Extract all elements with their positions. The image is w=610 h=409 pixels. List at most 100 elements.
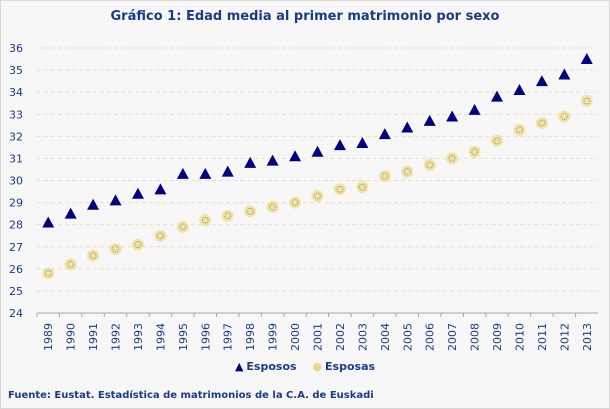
esposas-point	[199, 214, 212, 227]
x-tick-label: 1994	[154, 323, 167, 351]
esposos-point	[199, 167, 212, 179]
esposas-point-pattern	[269, 203, 277, 211]
esposas-point	[109, 242, 122, 255]
esposas-point	[378, 170, 391, 183]
esposas-point	[558, 110, 571, 123]
esposas-point	[333, 183, 346, 196]
esposas-point-pattern	[112, 245, 120, 253]
esposas-point	[513, 123, 526, 136]
esposos-point	[154, 183, 167, 195]
esposos-point	[176, 167, 189, 179]
esposas-point-pattern	[560, 112, 568, 120]
chart-plot: 24 25 26 27 28 29 30 31 32 33 34 35 36 1989 1990 1991 19…	[9, 42, 598, 351]
x-tick-label: 1989	[42, 323, 55, 351]
esposos-point	[356, 136, 369, 148]
esposos-point	[87, 198, 100, 210]
esposas-point	[131, 238, 144, 251]
x-tick-label: 1999	[267, 323, 280, 351]
esposos-point	[558, 68, 571, 80]
esposas-point-pattern	[426, 161, 434, 169]
esposas-point	[468, 145, 481, 158]
esposos-point	[64, 207, 77, 219]
esposas-point	[491, 134, 504, 147]
esposas-point-pattern	[201, 216, 209, 224]
x-tick-label: 2001	[312, 323, 325, 351]
esposas-point-pattern	[44, 269, 52, 277]
esposos-point	[401, 121, 414, 133]
chart-title: Gráfico 1: Edad media al primer matrimon…	[110, 9, 500, 24]
esposas-point-pattern	[471, 148, 479, 156]
esposas-point	[311, 189, 324, 202]
esposos-point	[580, 53, 593, 65]
x-tick-label: 1991	[87, 323, 100, 351]
x-tick-label: 2011	[536, 323, 549, 351]
x-tick-label: 2004	[379, 323, 392, 351]
y-tick-label: 29	[9, 197, 23, 210]
esposas-point-pattern	[67, 260, 75, 268]
esposas-point-pattern	[358, 183, 366, 191]
esposos-point	[42, 216, 55, 228]
esposos-point	[311, 145, 324, 157]
esposos-point	[513, 83, 526, 95]
x-tick-label: 2005	[401, 323, 414, 351]
x-tick-label: 2007	[446, 323, 459, 351]
esposas-point	[446, 152, 459, 165]
esposas-point-pattern	[224, 212, 232, 220]
esposas-point	[401, 165, 414, 178]
esposos-point	[131, 187, 144, 199]
esposos-point	[491, 90, 504, 102]
esposas-point	[176, 220, 189, 233]
y-tick-label: 26	[9, 263, 23, 276]
source-note: Fuente: Eustat. Estadística de matrimoni…	[8, 390, 374, 401]
esposas-point	[580, 95, 593, 107]
circle-icon: ●	[312, 360, 323, 373]
esposas-point	[423, 159, 436, 172]
y-tick-label: 36	[9, 42, 23, 55]
y-tick-label: 32	[9, 130, 23, 143]
esposos-point	[289, 150, 302, 162]
y-tick-label: 28	[9, 219, 23, 232]
esposos-point	[468, 103, 481, 115]
triangle-icon: ▲	[234, 360, 244, 373]
x-tick-label: 2013	[581, 323, 594, 351]
esposas-point-pattern	[336, 185, 344, 193]
x-tick-label: 1993	[132, 323, 145, 351]
legend-item-esposas: ● Esposas	[312, 360, 376, 373]
x-tick-label: 2010	[513, 323, 526, 351]
esposos-point	[244, 156, 257, 168]
x-tick-label: 1997	[222, 323, 235, 351]
esposos-point	[423, 114, 436, 126]
esposas-point-pattern	[493, 137, 501, 145]
esposas-point-pattern	[134, 241, 142, 249]
esposas-point	[221, 209, 234, 222]
y-tick-label: 33	[9, 108, 23, 121]
x-tick-label: 1992	[110, 323, 123, 351]
esposas-point-pattern	[291, 199, 299, 207]
esposas-point-pattern	[89, 252, 97, 260]
legend-item-esposos: ▲ Esposos	[234, 360, 297, 373]
esposas-point	[154, 229, 167, 242]
esposas-point-pattern	[448, 154, 456, 162]
y-tick-label: 34	[9, 86, 23, 99]
y-tick-label: 30	[9, 175, 23, 188]
esposas-point	[87, 249, 100, 262]
esposas-point	[535, 117, 548, 130]
x-tick-label: 2006	[424, 323, 437, 351]
esposas-point	[42, 267, 55, 280]
esposos-point	[333, 139, 346, 151]
esposas-point-pattern	[538, 119, 546, 127]
x-tick-label: 2002	[334, 323, 347, 351]
esposas-point-pattern	[314, 192, 321, 200]
x-tick-label: 2000	[289, 323, 302, 351]
esposas-point-pattern	[403, 168, 411, 176]
esposos-point	[378, 128, 391, 140]
esposas-point	[64, 258, 77, 271]
esposas-point-pattern	[156, 232, 164, 240]
esposas-point	[266, 201, 279, 213]
legend: ▲ Esposos ● Esposas	[1, 360, 609, 373]
esposas-point-pattern	[179, 223, 187, 231]
x-tick-label: 2008	[469, 323, 482, 351]
esposos-point	[109, 194, 122, 206]
esposas-point-pattern	[515, 126, 523, 134]
